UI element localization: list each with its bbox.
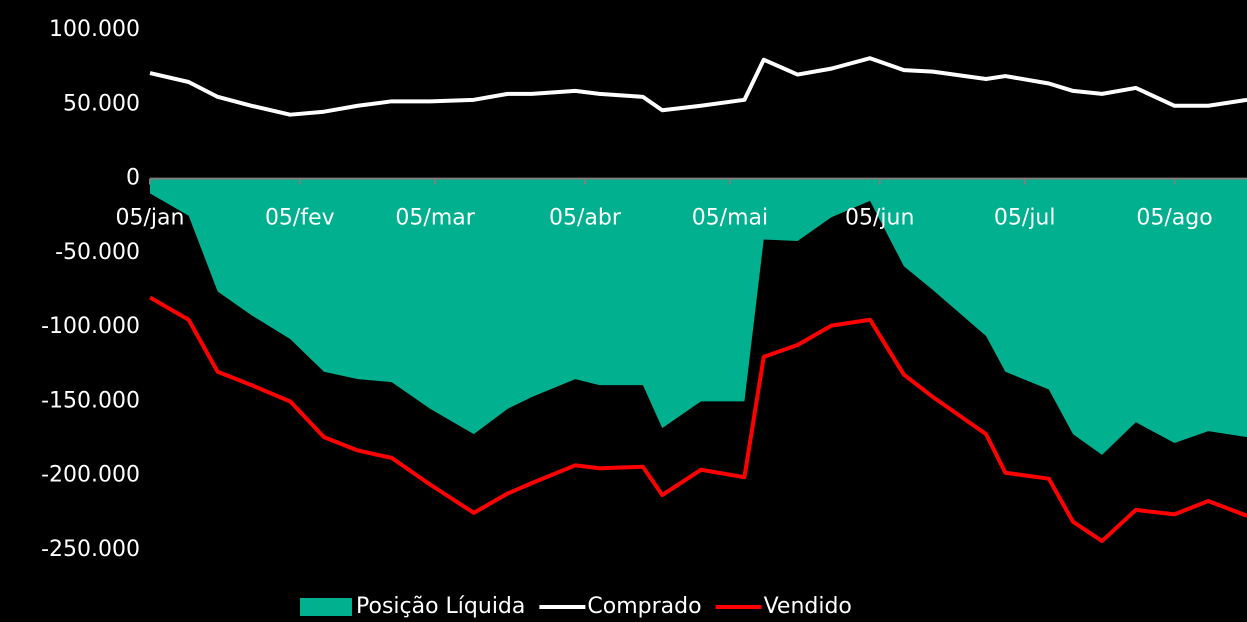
y-tick-label: 50.000 — [63, 91, 140, 116]
y-tick-label: 0 — [126, 166, 140, 191]
x-tick-label: 05/mar — [395, 206, 475, 231]
y-tick-label: -50.000 — [55, 240, 140, 265]
line — [149, 295, 1247, 544]
y-tick-label: 100.000 — [49, 17, 140, 42]
y-tick-label: -250.000 — [41, 537, 140, 562]
x-tick-label: 05/fev — [265, 206, 335, 231]
y-tick-label: -100.000 — [41, 314, 140, 339]
x-tick-label: 05/jun — [845, 206, 914, 231]
x-tick-label: 05/ago — [1136, 206, 1212, 231]
legend-label: Vendido — [764, 594, 852, 619]
legend-label: Posição Líquida — [356, 594, 525, 619]
x-tick-label: 05/mai — [692, 206, 768, 231]
line — [149, 56, 1247, 117]
legend-swatch — [300, 598, 352, 616]
legend-label: Comprado — [587, 594, 701, 619]
x-tick-label: 05/jan — [116, 206, 185, 231]
area — [150, 178, 1247, 455]
x-tick-label: 05/jul — [994, 206, 1056, 231]
x-tick-label: 05/abr — [549, 206, 622, 231]
y-tick-label: -150.000 — [41, 388, 140, 413]
y-tick-label: -200.000 — [41, 463, 140, 488]
